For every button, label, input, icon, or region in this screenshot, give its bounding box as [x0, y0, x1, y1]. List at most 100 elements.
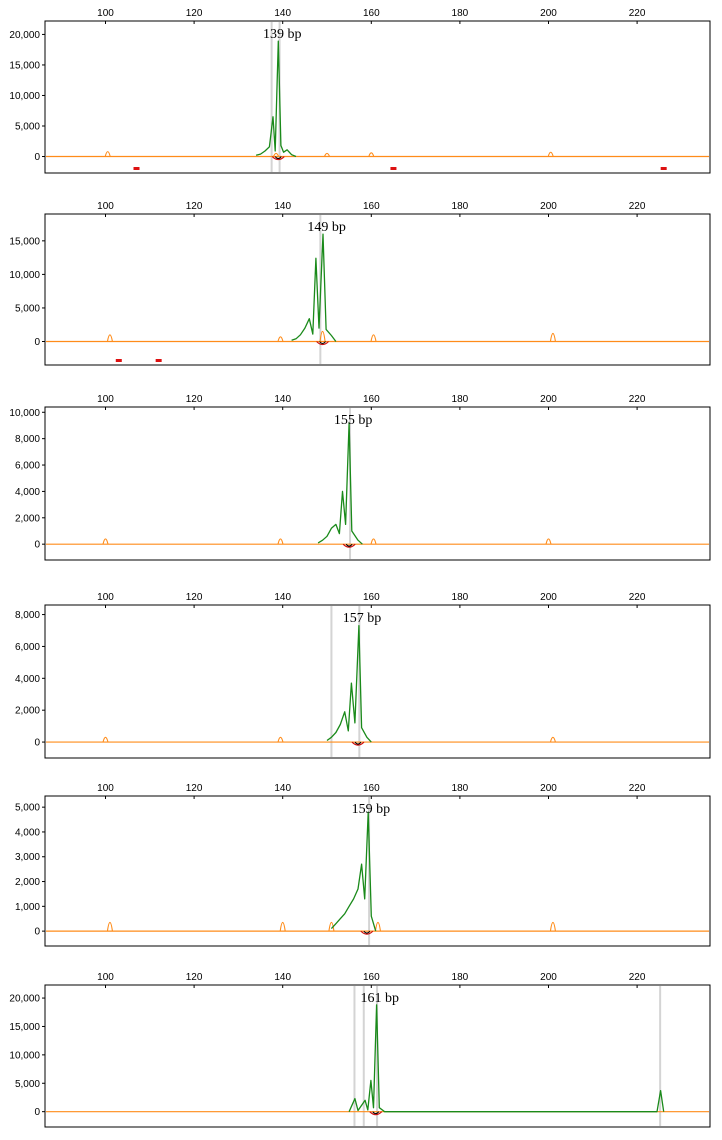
panel-4: 100 120 140 160 180 200 220 0 2,000 4,000 6,000 8,0… — [15, 592, 711, 759]
y-tick-label: 10,000 — [9, 270, 40, 281]
panel-5: 100 120 140 160 180 200 220 0 1,000 2,000 3,000 4,0… — [15, 783, 711, 947]
x-tick-label: 100 — [97, 201, 114, 212]
size-standard-peak — [277, 336, 284, 342]
y-tick-label: 10,000 — [9, 408, 40, 419]
x-tick-label: 180 — [452, 201, 469, 212]
y-tick-label: 2,000 — [15, 877, 40, 888]
y-tick-label: 5,000 — [15, 121, 40, 132]
panel-1: 100 120 140 160 180 200 220 0 5,000 10,000 15,000 2… — [9, 8, 711, 174]
y-tick-label: 10,000 — [9, 1050, 40, 1061]
y-tick-label: 4,000 — [15, 674, 40, 685]
x-tick-label: 140 — [274, 394, 291, 405]
x-tick-label: 200 — [540, 972, 557, 983]
black-trace — [345, 543, 353, 547]
y-tick-label: 15,000 — [9, 1022, 40, 1033]
x-tick-label: 140 — [274, 201, 291, 212]
red-trace — [342, 543, 356, 548]
x-tick-label: 100 — [97, 783, 114, 794]
x-tick-label: 140 — [274, 592, 291, 603]
y-tick-label: 10,000 — [9, 91, 40, 102]
red-trace — [271, 156, 285, 161]
x-tick-label: 160 — [363, 783, 380, 794]
size-standard-peak — [370, 334, 377, 342]
green-trace — [326, 625, 372, 743]
x-tick-label: 180 — [452, 972, 469, 983]
size-standard-peak — [328, 921, 335, 932]
y-tick-label: 6,000 — [15, 461, 40, 472]
x-tick-label: 120 — [186, 592, 203, 603]
peak-label: 161 bp — [360, 991, 399, 1006]
x-tick-label: 120 — [186, 394, 203, 405]
plot-frame — [44, 795, 711, 947]
x-tick-label: 100 — [97, 8, 114, 19]
y-tick-label: 0 — [34, 738, 40, 749]
peak-label: 155 bp — [334, 413, 373, 428]
black-trace — [363, 930, 371, 934]
size-standard-peak — [273, 152, 280, 157]
x-tick-label: 100 — [97, 394, 114, 405]
size-standard-peak — [545, 538, 552, 545]
x-tick-label: 200 — [540, 201, 557, 212]
red-trace — [369, 1111, 383, 1116]
x-tick-label: 180 — [452, 8, 469, 19]
x-tick-label: 220 — [629, 592, 646, 603]
peak-label: 159 bp — [352, 802, 391, 817]
peak-label: 139 bp — [263, 27, 302, 42]
green-trace — [291, 233, 337, 342]
size-standard-peak — [279, 921, 286, 932]
size-standard-peak — [102, 538, 109, 545]
x-tick-label: 120 — [186, 8, 203, 19]
green-trace — [255, 40, 297, 158]
size-standard-peak — [549, 921, 556, 932]
green-trace — [348, 1004, 665, 1113]
y-tick-label: 8,000 — [15, 434, 40, 445]
y-tick-label: 5,000 — [15, 1079, 40, 1090]
size-standard-peak — [368, 152, 375, 157]
x-tick-label: 120 — [186, 972, 203, 983]
x-tick-label: 100 — [97, 972, 114, 983]
y-tick-label: 20,000 — [9, 994, 40, 1005]
peak-label: 149 bp — [307, 220, 346, 235]
y-tick-label: 20,000 — [9, 30, 40, 41]
x-tick-label: 160 — [363, 201, 380, 212]
x-tick-label: 180 — [452, 394, 469, 405]
plot-frame — [44, 984, 711, 1128]
red-bin-marker — [660, 167, 667, 170]
plot-frame — [44, 604, 711, 759]
x-tick-label: 160 — [363, 8, 380, 19]
y-tick-label: 3,000 — [15, 852, 40, 863]
size-standard-peak — [277, 736, 284, 743]
y-tick-label: 4,000 — [15, 487, 40, 498]
plot-frame — [44, 406, 711, 561]
size-standard-peak — [106, 334, 113, 342]
size-standard-peak — [549, 332, 556, 342]
x-tick-label: 220 — [629, 783, 646, 794]
black-trace — [354, 741, 362, 745]
x-tick-label: 180 — [452, 783, 469, 794]
x-tick-label: 200 — [540, 8, 557, 19]
size-standard-peak — [319, 330, 326, 342]
panel-2: 100 120 140 160 180 200 220 0 5,000 10,000 15,000 1… — [9, 201, 711, 366]
black-trace — [372, 1111, 380, 1115]
size-standard-peak — [323, 152, 331, 157]
x-tick-label: 220 — [629, 8, 646, 19]
x-tick-label: 120 — [186, 783, 203, 794]
x-tick-label: 200 — [540, 783, 557, 794]
y-tick-label: 0 — [34, 927, 40, 938]
x-tick-label: 220 — [629, 394, 646, 405]
y-tick-label: 0 — [34, 337, 40, 348]
size-standard-peak — [102, 736, 109, 743]
y-tick-label: 15,000 — [9, 60, 40, 71]
y-tick-label: 2,000 — [15, 513, 40, 524]
y-tick-label: 5,000 — [15, 803, 40, 814]
y-tick-label: 6,000 — [15, 642, 40, 653]
red-bin-marker — [133, 167, 140, 170]
y-tick-label: 0 — [34, 540, 40, 551]
x-tick-label: 200 — [540, 592, 557, 603]
red-trace — [360, 930, 374, 935]
black-trace — [274, 156, 282, 160]
x-tick-label: 140 — [274, 783, 291, 794]
red-bin-marker — [115, 359, 122, 362]
green-trace — [330, 811, 377, 932]
